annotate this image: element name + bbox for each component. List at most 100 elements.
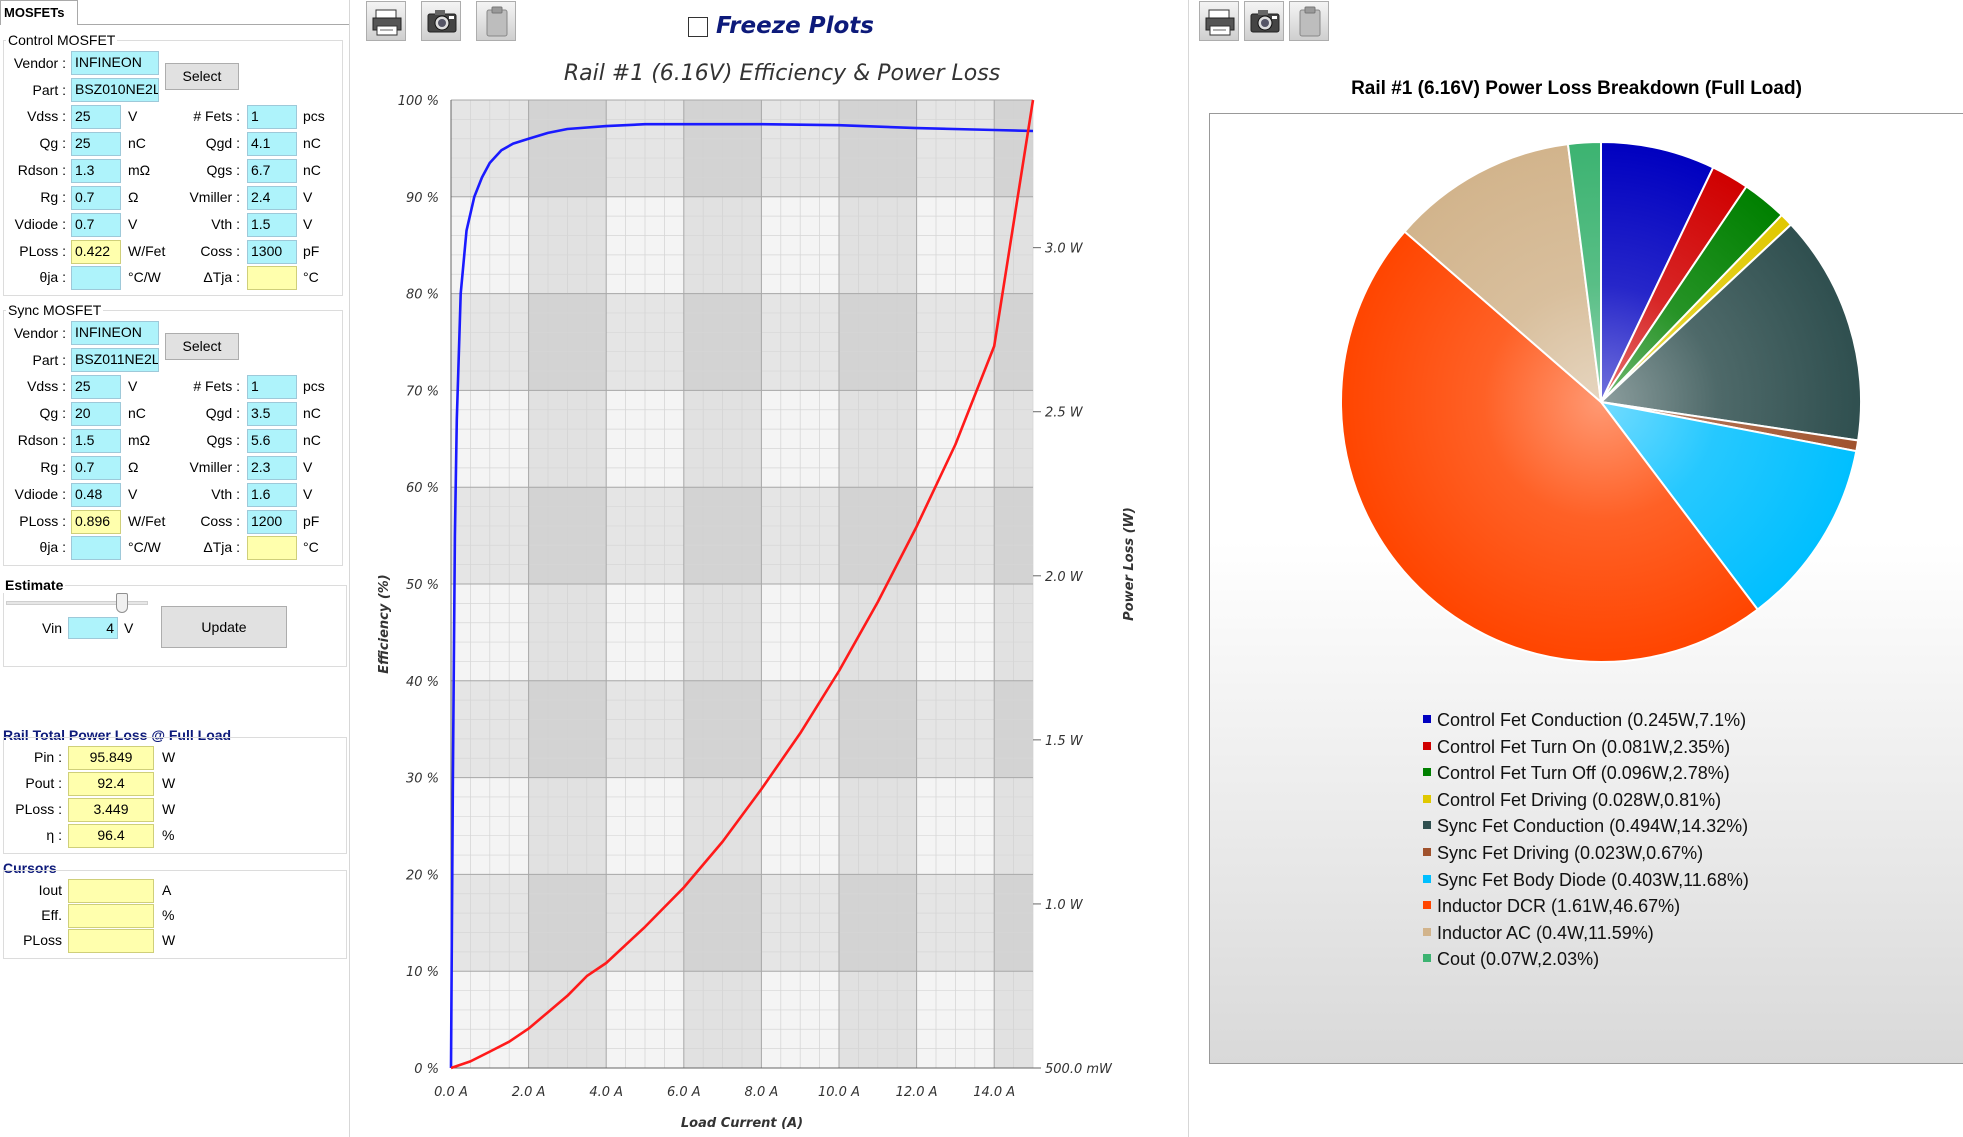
pie-slice[interactable] — [1339, 230, 1760, 663]
total-loss-group — [3, 737, 347, 854]
sync-vth-unit: V — [303, 485, 313, 502]
control-qg-field[interactable]: 25 — [71, 131, 121, 156]
control-fets-label: # Fets : — [193, 108, 240, 124]
sync-part-field[interactable]: BSZ011NE2L — [71, 348, 159, 372]
camera-icon[interactable] — [1244, 1, 1284, 41]
control-qg-unit: nC — [128, 134, 146, 151]
sync-vdss-label: Vdss : — [27, 378, 66, 394]
sync-select-button[interactable]: Select — [165, 333, 239, 360]
pie-slice[interactable] — [1566, 140, 1602, 403]
sync-qg-unit: nC — [128, 404, 146, 421]
control-vmiller-label: Vmiller : — [189, 188, 240, 205]
sync-vdss-unit: V — [128, 378, 138, 394]
y-tick-label: 90 % — [406, 191, 439, 206]
sync-theta-field[interactable] — [71, 536, 121, 561]
printer-icon[interactable] — [366, 1, 406, 41]
control-vmiller-field[interactable]: 2.4 — [247, 185, 297, 210]
pie-chart[interactable] — [1189, 0, 1963, 1137]
update-button[interactable]: Update — [161, 606, 287, 648]
y-tick-label: 40 % — [406, 675, 439, 690]
control-qgs-field[interactable]: 6.7 — [247, 158, 297, 183]
cursors-ploss-field[interactable] — [68, 929, 154, 953]
vin-label: Vin — [42, 620, 62, 636]
control-coss-field[interactable]: 1300 — [247, 239, 297, 264]
vin-slider-track[interactable] — [6, 601, 148, 605]
control-vendor-field[interactable]: INFINEON — [71, 51, 159, 75]
legend-item: Inductor DCR (1.61W,46.67%) — [1423, 896, 1680, 917]
control-dtja-label: ΔTja : — [203, 269, 240, 286]
pie-slice[interactable] — [1598, 400, 1858, 611]
sync-coss-unit: pF — [303, 512, 320, 529]
camera-icon[interactable] — [421, 1, 461, 41]
control-rdson-field[interactable]: 1.3 — [71, 158, 121, 183]
control-vth-field[interactable]: 1.5 — [247, 212, 297, 237]
control-rg-label: Rg : — [40, 188, 66, 205]
cursors-ploss-unit: W — [162, 932, 176, 948]
pie-slice[interactable] — [1403, 142, 1603, 405]
y-tick-label: 0 % — [414, 1062, 439, 1077]
sync-fets-field[interactable]: 1 — [247, 375, 297, 399]
legend-item: Sync Fet Driving (0.023W,0.67%) — [1423, 843, 1703, 864]
sync-vendor-field[interactable]: INFINEON — [71, 321, 159, 345]
total-pout-field: 92.4 — [68, 772, 154, 796]
legend-item: Cout (0.07W,2.03%) — [1423, 949, 1599, 970]
cursors-iout-label: Iout — [38, 882, 62, 898]
control-qgd-label: Qgd : — [205, 134, 240, 151]
printer-icon[interactable] — [1199, 1, 1239, 41]
control-select-button[interactable]: Select — [165, 63, 239, 90]
legend-swatch — [1423, 794, 1431, 803]
tab-mosfets[interactable]: MOSFETs — [0, 0, 78, 25]
cursors-eff-field[interactable] — [68, 904, 154, 928]
sync-vmiller-field[interactable]: 2.3 — [247, 455, 297, 480]
sync-dtja-unit: °C — [303, 539, 319, 556]
control-vdiode-field[interactable]: 0.7 — [71, 212, 121, 237]
legend-label: Sync Fet Conduction (0.494W,14.32%) — [1437, 816, 1749, 837]
sync-rdson-field[interactable]: 1.5 — [71, 428, 121, 453]
pie-slice[interactable] — [1600, 140, 1715, 403]
sync-vth-field[interactable]: 1.6 — [247, 482, 297, 507]
sync-dtja-label: ΔTja : — [203, 539, 240, 556]
sync-coss-field[interactable]: 1200 — [247, 509, 297, 534]
legend-item: Inductor AC (0.4W,11.59%) — [1423, 923, 1654, 944]
control-vdss-field[interactable]: 25 — [71, 105, 121, 129]
control-part-field[interactable]: BSZ010NE2L — [71, 78, 159, 102]
sync-vdiode-unit: V — [128, 485, 138, 502]
total-eta-unit: % — [162, 827, 175, 843]
legend-swatch — [1423, 768, 1431, 777]
clipboard-icon[interactable] — [1289, 1, 1329, 41]
power-loss-line — [450, 99, 1035, 1070]
y2-tick-label: 1.5 W — [1045, 734, 1084, 749]
vin-field[interactable]: 4 — [68, 617, 118, 639]
y-tick-label: 20 % — [406, 868, 439, 883]
freeze-label[interactable]: Freeze Plots — [716, 13, 874, 39]
sync-qgd-field[interactable]: 3.5 — [247, 401, 297, 426]
x-tick-label: 4.0 A — [589, 1085, 623, 1100]
y-tick-label: 50 % — [406, 578, 439, 593]
y2-tick-label: 3.0 W — [1045, 242, 1084, 257]
sync-rg-field[interactable]: 0.7 — [71, 455, 121, 480]
control-theta-label: θja : — [39, 269, 66, 286]
x-tick-label: 0.0 A — [434, 1085, 468, 1100]
control-rg-field[interactable]: 0.7 — [71, 185, 121, 210]
control-rdson-unit: mΩ — [128, 161, 151, 178]
control-fets-field[interactable]: 1 — [247, 105, 297, 129]
sync-qgs-unit: nC — [303, 431, 321, 448]
control-qgd-field[interactable]: 4.1 — [247, 131, 297, 156]
efficiency-chart[interactable]: Rail #1 (6.16V) Efficiency & Power Loss 0… — [358, 0, 1186, 1137]
cursors-iout-field[interactable] — [68, 879, 154, 903]
y-tick-label: 30 % — [406, 772, 439, 787]
sync-qgs-field[interactable]: 5.6 — [247, 428, 297, 453]
cursors-title: Cursors — [3, 860, 57, 876]
pie-slice[interactable] — [1598, 223, 1862, 442]
control-mosfet-group — [3, 40, 343, 296]
vin-slider-thumb[interactable] — [116, 593, 129, 613]
sync-qg-field[interactable]: 20 — [71, 401, 121, 426]
sync-vdss-field[interactable]: 25 — [71, 375, 121, 399]
sync-vdiode-field[interactable]: 0.48 — [71, 482, 121, 507]
y-tick-label: 60 % — [406, 481, 439, 496]
sync-rdson-unit: mΩ — [128, 431, 151, 448]
clipboard-icon[interactable] — [476, 1, 516, 41]
control-theta-field[interactable] — [71, 266, 121, 291]
freeze-checkbox[interactable] — [688, 17, 708, 37]
x-tick-label: 10.0 A — [818, 1085, 860, 1100]
